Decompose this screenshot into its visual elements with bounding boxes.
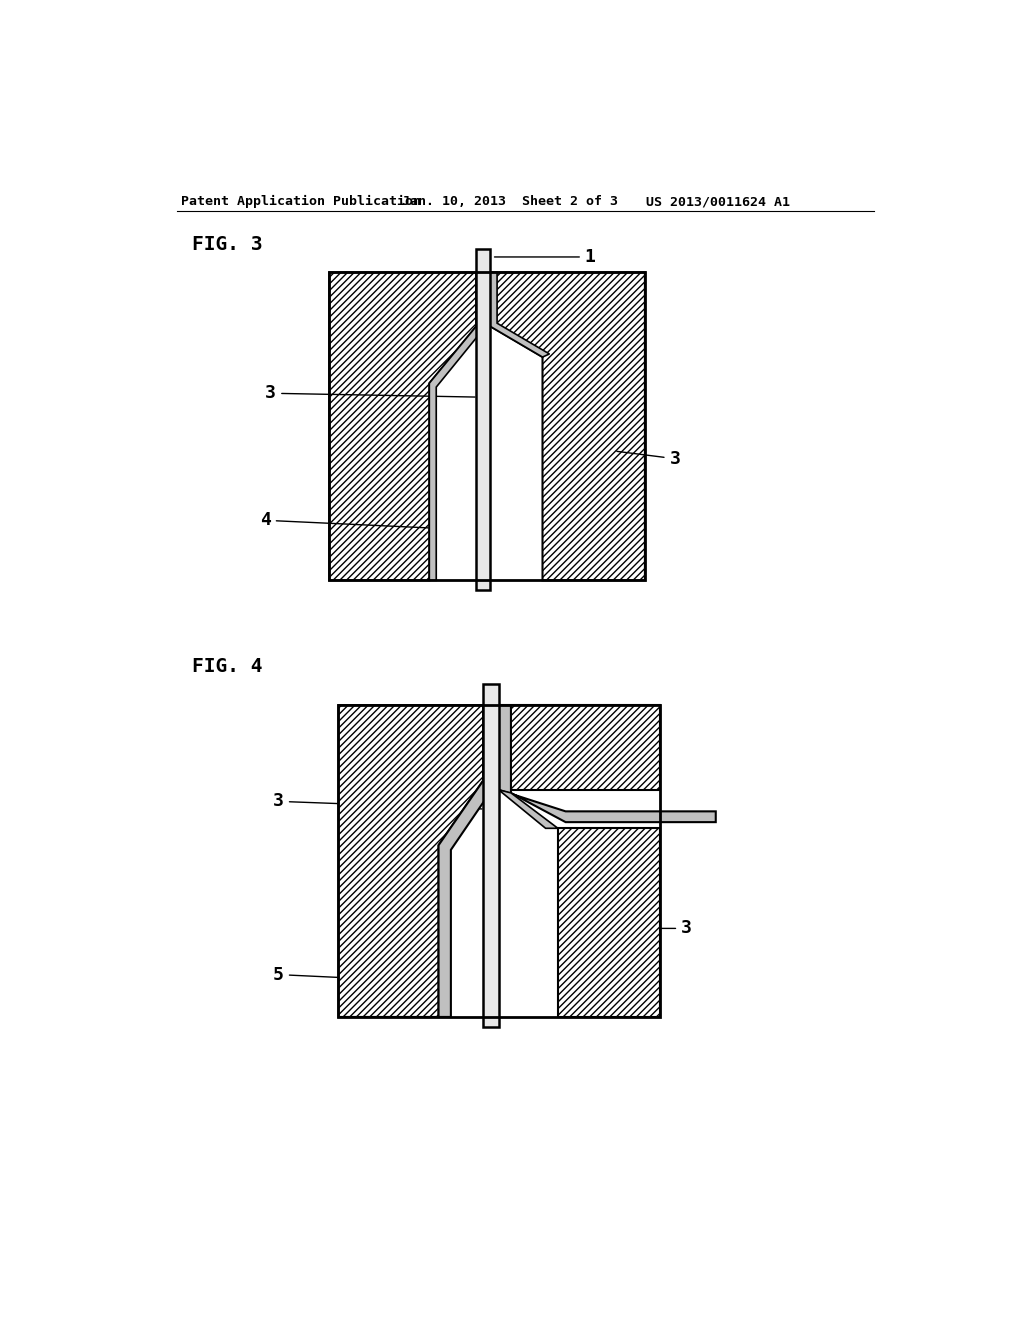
Polygon shape: [558, 829, 660, 1016]
Text: Jan. 10, 2013  Sheet 2 of 3: Jan. 10, 2013 Sheet 2 of 3: [401, 195, 617, 209]
Text: FIG. 3: FIG. 3: [193, 235, 263, 255]
Text: 3: 3: [616, 450, 680, 467]
Polygon shape: [490, 272, 645, 581]
Polygon shape: [339, 705, 483, 1016]
Text: US 2013/0011624 A1: US 2013/0011624 A1: [646, 195, 791, 209]
Text: Patent Application Publication: Patent Application Publication: [180, 195, 421, 209]
Polygon shape: [429, 272, 483, 581]
Text: 3: 3: [265, 384, 475, 403]
Text: 4: 4: [260, 511, 428, 529]
Polygon shape: [490, 272, 550, 358]
Polygon shape: [438, 705, 496, 1016]
Text: 1: 1: [495, 248, 596, 265]
Bar: [330, 272, 645, 581]
Text: FIG. 4: FIG. 4: [193, 657, 263, 676]
Polygon shape: [499, 705, 660, 789]
Text: 5: 5: [273, 966, 439, 983]
Polygon shape: [330, 272, 476, 581]
Text: 3: 3: [273, 792, 482, 810]
Bar: [476, 249, 490, 590]
Text: 3: 3: [640, 920, 692, 937]
Polygon shape: [499, 705, 716, 822]
Polygon shape: [499, 789, 558, 829]
Bar: [339, 705, 660, 1016]
Bar: [483, 684, 499, 1027]
